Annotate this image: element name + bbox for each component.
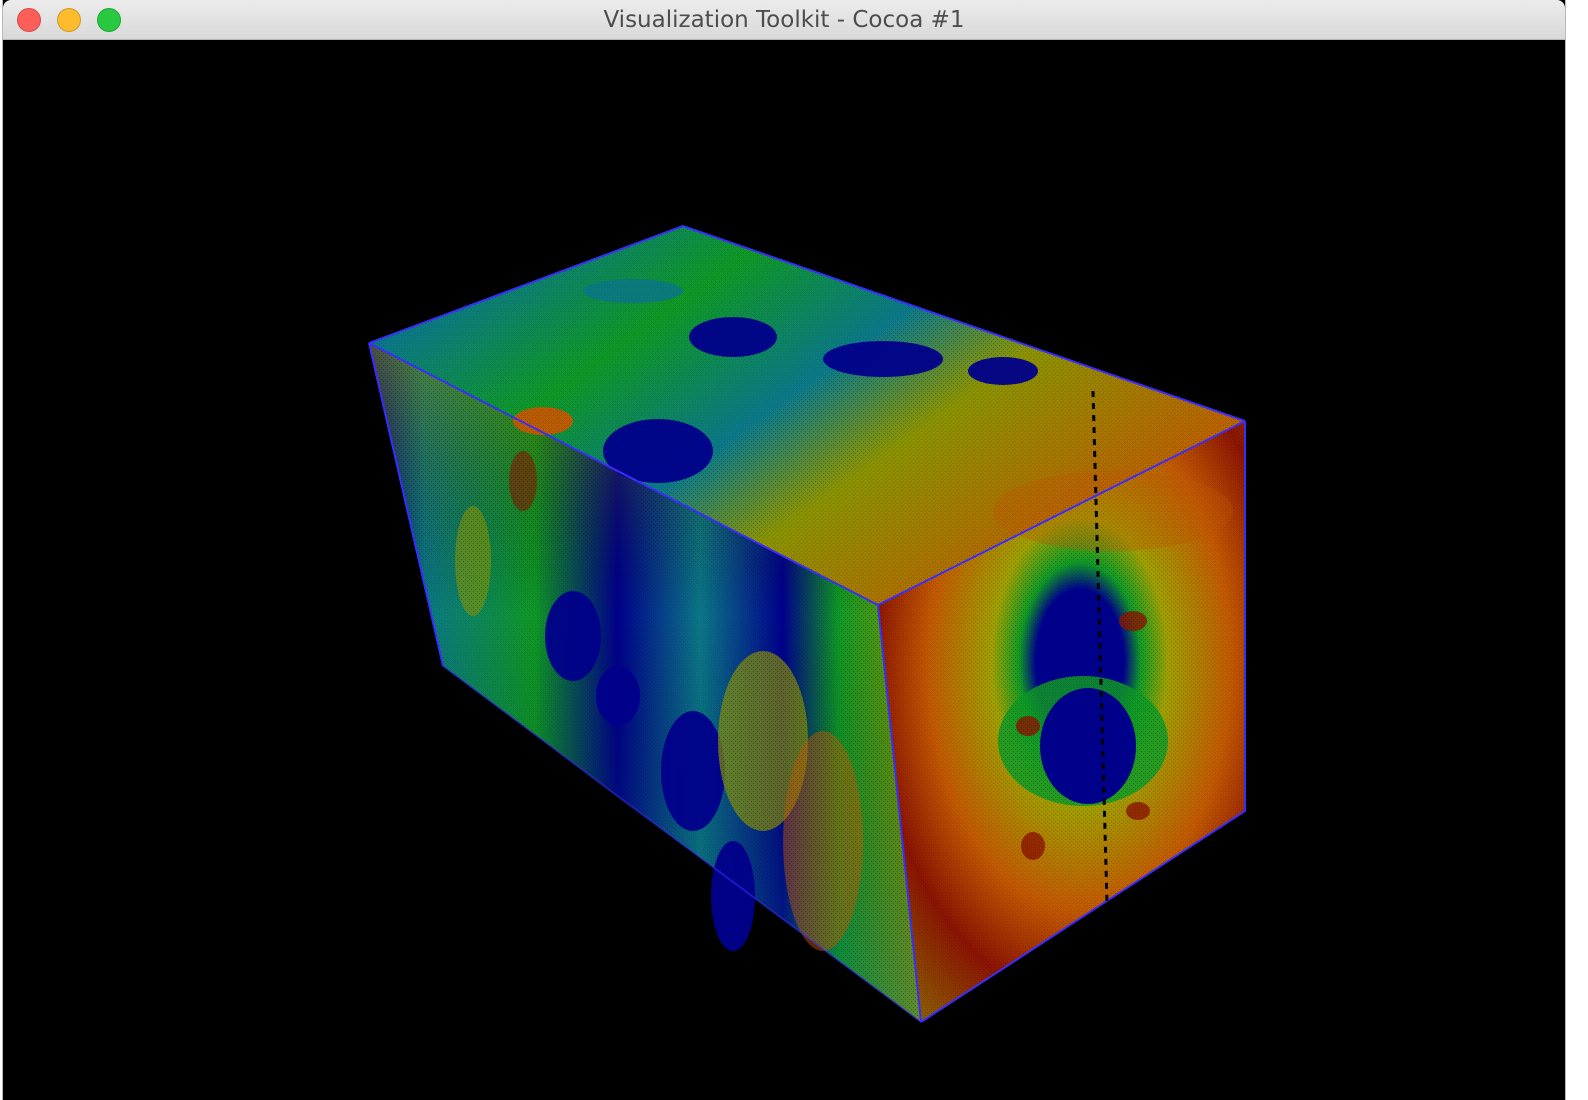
volume-rendering[interactable] (3, 41, 1565, 1100)
box-edges (368, 224, 1246, 1023)
window-title: Visualization Toolkit - Cocoa #1 (603, 7, 965, 33)
title-bar[interactable]: Visualization Toolkit - Cocoa #1 (3, 0, 1565, 40)
render-view[interactable] (3, 41, 1565, 1100)
minimize-icon[interactable] (57, 8, 81, 32)
maximize-icon[interactable] (97, 8, 121, 32)
voxel-dither (369, 226, 1245, 1022)
render-artifact (1091, 390, 1110, 942)
close-icon[interactable] (17, 8, 41, 32)
